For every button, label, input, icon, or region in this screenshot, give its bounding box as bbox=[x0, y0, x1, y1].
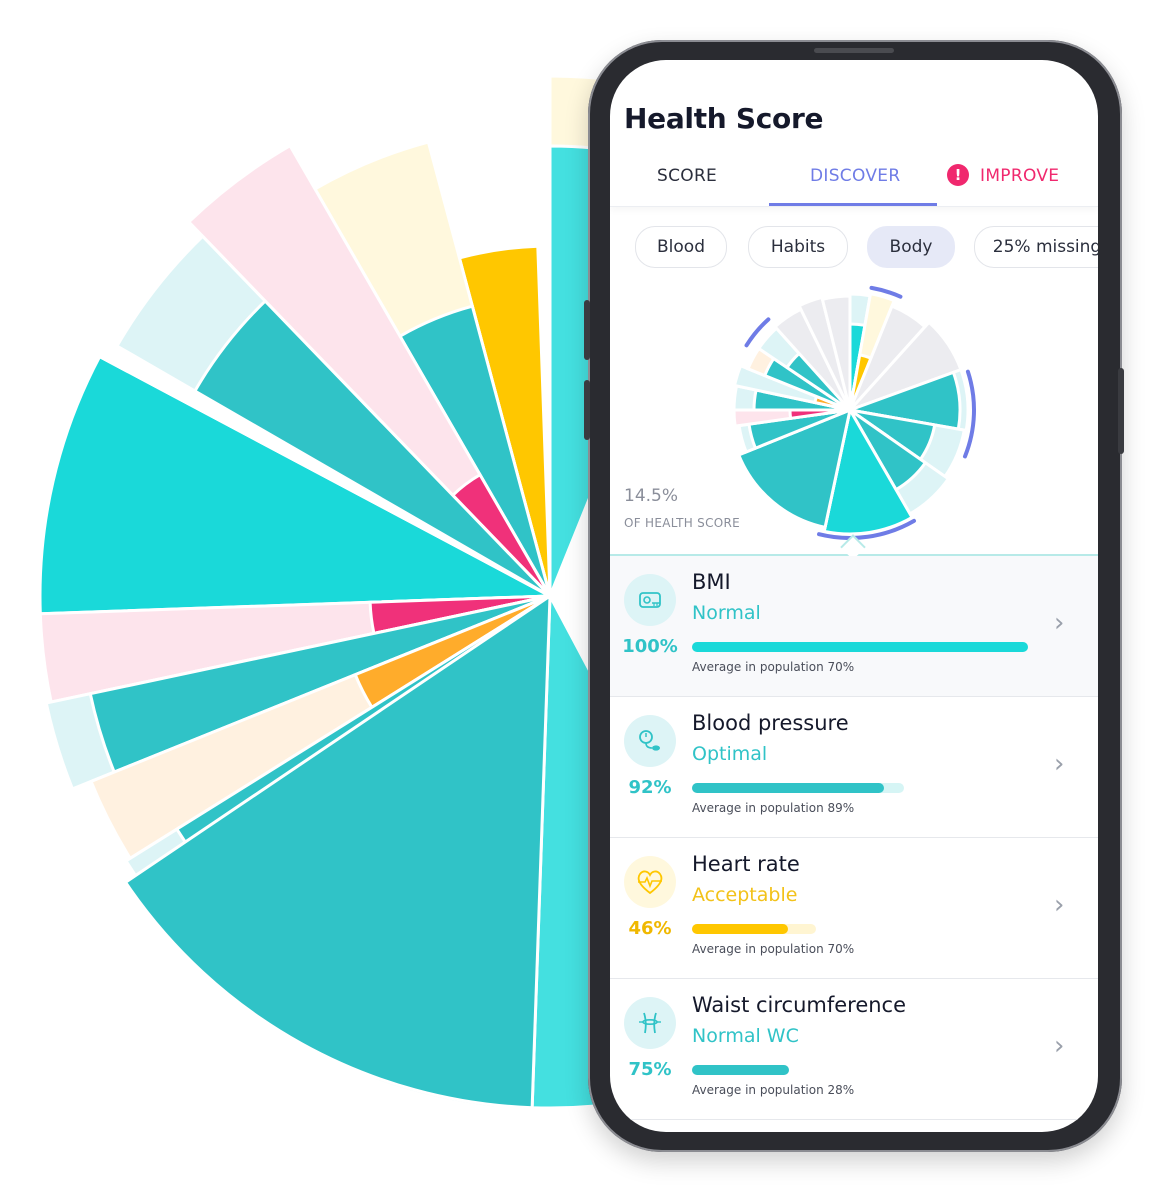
item-name: Heart rate bbox=[692, 852, 800, 876]
item-name: Waist circumference bbox=[692, 993, 907, 1017]
progress-track bbox=[692, 1065, 790, 1075]
mini-pie-slice-background bbox=[820, 294, 852, 411]
app-screen: Health Score SCORE DISCOVER IMPROVE ! Bl… bbox=[610, 60, 1098, 1132]
item-status: Normal WC bbox=[692, 1025, 799, 1047]
progress-track bbox=[692, 642, 1028, 652]
tab-discover[interactable]: DISCOVER bbox=[810, 166, 901, 186]
pie-slice-background bbox=[186, 143, 552, 598]
item-percent: 100% bbox=[622, 636, 678, 657]
progress-fill bbox=[692, 924, 788, 934]
tape-measure-icon bbox=[624, 574, 676, 626]
chip-blood[interactable]: Blood bbox=[635, 226, 727, 268]
chip-habits[interactable]: Habits bbox=[748, 226, 848, 268]
pie-slice bbox=[38, 354, 556, 616]
population-average: Average in population 89% bbox=[692, 801, 855, 815]
blood-pressure-cuff-icon bbox=[624, 715, 676, 767]
item-status: Acceptable bbox=[692, 884, 798, 906]
item-name: Blood pressure bbox=[692, 711, 849, 735]
mini-pie-highlight-arc bbox=[744, 317, 771, 348]
list-item-blood-pressure[interactable]: 92% Blood pressure Optimal Average in po… bbox=[610, 697, 1098, 838]
phone-volume-button bbox=[584, 300, 590, 360]
progress-fill bbox=[692, 1065, 790, 1075]
list-item-bmi[interactable]: 100% BMI Normal Average in population 70… bbox=[610, 556, 1098, 697]
population-average: Average in population 70% bbox=[692, 660, 855, 674]
page-title: Health Score bbox=[624, 102, 824, 135]
population-average: Average in population 70% bbox=[692, 942, 855, 956]
progress-track bbox=[692, 783, 904, 793]
mini-pie-highlight-arc bbox=[817, 518, 916, 540]
progress-fill bbox=[692, 642, 1028, 652]
list-item-heart-rate[interactable]: 46% Heart rate Acceptable Average in pop… bbox=[610, 838, 1098, 979]
tab-bar: SCORE DISCOVER IMPROVE bbox=[610, 160, 1098, 207]
pie-slice bbox=[123, 593, 552, 1110]
chip-missing[interactable]: 25% missing bbox=[974, 226, 1098, 268]
mini-pie-highlight-arc bbox=[869, 285, 903, 299]
item-name: BMI bbox=[692, 570, 731, 594]
progress-fill bbox=[692, 783, 884, 793]
tab-improve[interactable]: IMPROVE bbox=[980, 166, 1060, 186]
tab-score[interactable]: SCORE bbox=[657, 166, 718, 186]
chevron-right-icon[interactable]: › bbox=[1054, 608, 1065, 638]
item-status: Normal bbox=[692, 602, 761, 624]
list-item-waist-circumference[interactable]: 75% Waist circumference Normal WC Averag… bbox=[610, 979, 1098, 1120]
category-score-caption: OF HEALTH SCORE bbox=[624, 516, 741, 530]
heart-pulse-icon bbox=[624, 856, 676, 908]
chevron-right-icon[interactable]: › bbox=[1054, 749, 1065, 779]
item-percent: 46% bbox=[628, 918, 672, 939]
item-percent: 92% bbox=[628, 777, 672, 798]
tab-active-indicator bbox=[769, 203, 937, 206]
mini-pie-slice-background bbox=[797, 295, 852, 411]
phone-speaker bbox=[814, 48, 894, 53]
chevron-right-icon[interactable]: › bbox=[1054, 890, 1065, 920]
progress-track bbox=[692, 924, 817, 934]
health-score-pie-chart[interactable] bbox=[720, 280, 980, 540]
category-score-percent: 14.5% bbox=[624, 486, 679, 506]
phone-side-button bbox=[1118, 368, 1124, 454]
item-status: Optimal bbox=[692, 743, 768, 765]
chevron-right-icon[interactable]: › bbox=[1054, 1031, 1065, 1061]
item-percent: 75% bbox=[628, 1059, 672, 1080]
mini-pie-highlight-arc bbox=[962, 369, 976, 459]
chip-body[interactable]: Body bbox=[867, 226, 955, 268]
waist-icon bbox=[624, 997, 676, 1049]
phone-volume-button bbox=[584, 380, 590, 440]
mini-pie-slice bbox=[822, 405, 915, 536]
population-average: Average in population 28% bbox=[692, 1083, 855, 1097]
mini-pie-slice bbox=[736, 407, 853, 530]
pie-slice bbox=[192, 298, 552, 598]
alert-icon: ! bbox=[947, 164, 969, 186]
